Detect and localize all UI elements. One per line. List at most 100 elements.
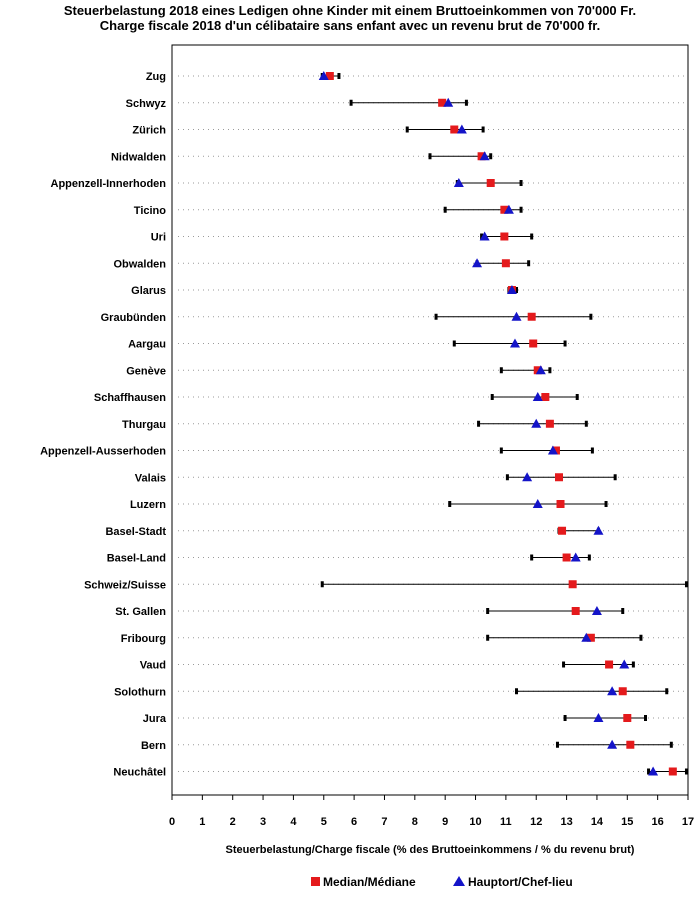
median-marker — [545, 419, 554, 428]
canton-label: Graubünden — [101, 312, 167, 324]
x-tick-label: 11 — [500, 816, 512, 828]
capital-marker — [503, 204, 514, 214]
canton-row: Aargau — [128, 338, 686, 351]
median-marker — [500, 232, 509, 241]
legend-capital-label: Hauptort/Chef-lieu — [468, 875, 573, 889]
canton-row: Solothurn — [114, 686, 686, 698]
canton-row: Bern — [141, 739, 686, 752]
capital-marker — [511, 311, 522, 321]
range-min-cap — [499, 447, 503, 454]
x-tick-label: 12 — [530, 816, 542, 828]
median-marker — [568, 580, 577, 589]
x-tick-label: 16 — [652, 816, 664, 828]
canton-label: Appenzell-Innerhoden — [51, 178, 167, 190]
median-marker — [605, 660, 614, 669]
range-min-cap — [647, 768, 651, 775]
capital-marker — [522, 472, 533, 482]
canton-label: Nidwalden — [111, 151, 166, 163]
range-max-cap — [519, 206, 523, 213]
canton-row: Nidwalden — [111, 151, 686, 163]
canton-label: Ticino — [134, 205, 166, 217]
median-marker — [438, 98, 447, 107]
x-tick-label: 8 — [412, 816, 418, 828]
canton-label: Thurgau — [122, 419, 166, 431]
range-max-cap — [590, 447, 594, 454]
canton-row: Basel-Stadt — [105, 525, 686, 538]
range-max-cap — [527, 260, 531, 267]
range-max-cap — [548, 367, 552, 374]
canton-label: Luzern — [130, 499, 166, 511]
canton-row: Schaffhausen — [94, 392, 686, 404]
median-marker — [618, 687, 627, 696]
range-min-cap — [530, 554, 534, 561]
canton-row: Graubünden — [101, 311, 686, 324]
range-min-cap — [515, 688, 519, 695]
canton-row: Fribourg — [121, 632, 686, 645]
range-min-cap — [349, 99, 353, 106]
median-marker — [450, 125, 459, 134]
range-min-cap — [443, 206, 447, 213]
canton-row: Zug — [146, 71, 686, 83]
range-max-cap — [665, 688, 669, 695]
canton-row: Schwyz — [126, 97, 686, 110]
range-min-cap — [555, 741, 559, 748]
range-max-cap — [684, 581, 688, 588]
x-tick-label: 6 — [351, 816, 357, 828]
canton-label: Obwalden — [113, 258, 166, 270]
capital-marker — [472, 258, 483, 268]
x-axis: 0 1 2 3 4 5 6 7 8 9 10 11 12 13 14 15 16 17 — [169, 795, 694, 828]
canton-label: Bern — [141, 740, 166, 752]
median-marker — [562, 553, 571, 562]
canton-row: Genève — [126, 365, 686, 377]
canton-label: Solothurn — [114, 686, 166, 698]
capital-marker — [593, 525, 604, 535]
x-tick-label: 0 — [169, 816, 175, 828]
x-tick-label: 3 — [260, 816, 266, 828]
canton-row: Thurgau — [122, 418, 686, 431]
range-max-cap — [563, 340, 567, 347]
x-tick-label: 1 — [199, 816, 205, 828]
x-tick-label: 10 — [469, 816, 481, 828]
canton-label: Zürich — [132, 125, 166, 137]
range-max-cap — [519, 180, 523, 186]
capital-marker — [318, 71, 329, 80]
canton-row: Zürich — [132, 124, 686, 137]
x-tick-label: 14 — [591, 816, 604, 828]
range-min-cap — [452, 340, 456, 347]
range-max-cap — [584, 420, 588, 427]
median-marker — [541, 393, 550, 401]
range-min-cap — [486, 608, 490, 614]
capital-marker — [648, 766, 659, 776]
x-tick-label: 17 — [682, 816, 694, 828]
range-max-cap — [669, 741, 673, 748]
capital-marker — [456, 124, 467, 134]
capital-marker — [532, 499, 543, 508]
x-tick-label: 5 — [321, 816, 327, 828]
range-max-cap — [575, 394, 579, 400]
canton-label: Vaud — [140, 660, 166, 672]
canton-label: Neuchâtel — [113, 767, 166, 779]
chart-subtitle: Charge fiscale 2018 d'un célibataire san… — [100, 18, 600, 33]
range-min-cap — [563, 715, 567, 721]
range-max-cap — [604, 501, 608, 507]
range-min-cap — [448, 501, 452, 507]
range-min-cap — [434, 313, 438, 320]
range-min-cap — [490, 394, 494, 400]
capital-marker — [535, 365, 546, 375]
median-marker — [533, 366, 542, 375]
median-marker — [556, 500, 565, 508]
capital-marker — [509, 338, 520, 348]
capital-marker — [479, 151, 490, 161]
capital-marker — [591, 606, 602, 615]
canton-label: Basel-Stadt — [105, 526, 166, 538]
capital-marker — [570, 552, 581, 562]
range-max-cap — [631, 661, 635, 668]
canton-row: Ticino — [134, 204, 686, 217]
capital-marker — [443, 97, 454, 107]
canton-label: Appenzell-Ausserhoden — [40, 446, 166, 458]
range-max-cap — [639, 634, 643, 641]
legend-median-marker — [311, 877, 320, 886]
canton-row: Schweiz/Suisse — [84, 579, 688, 591]
median-marker — [527, 312, 536, 321]
